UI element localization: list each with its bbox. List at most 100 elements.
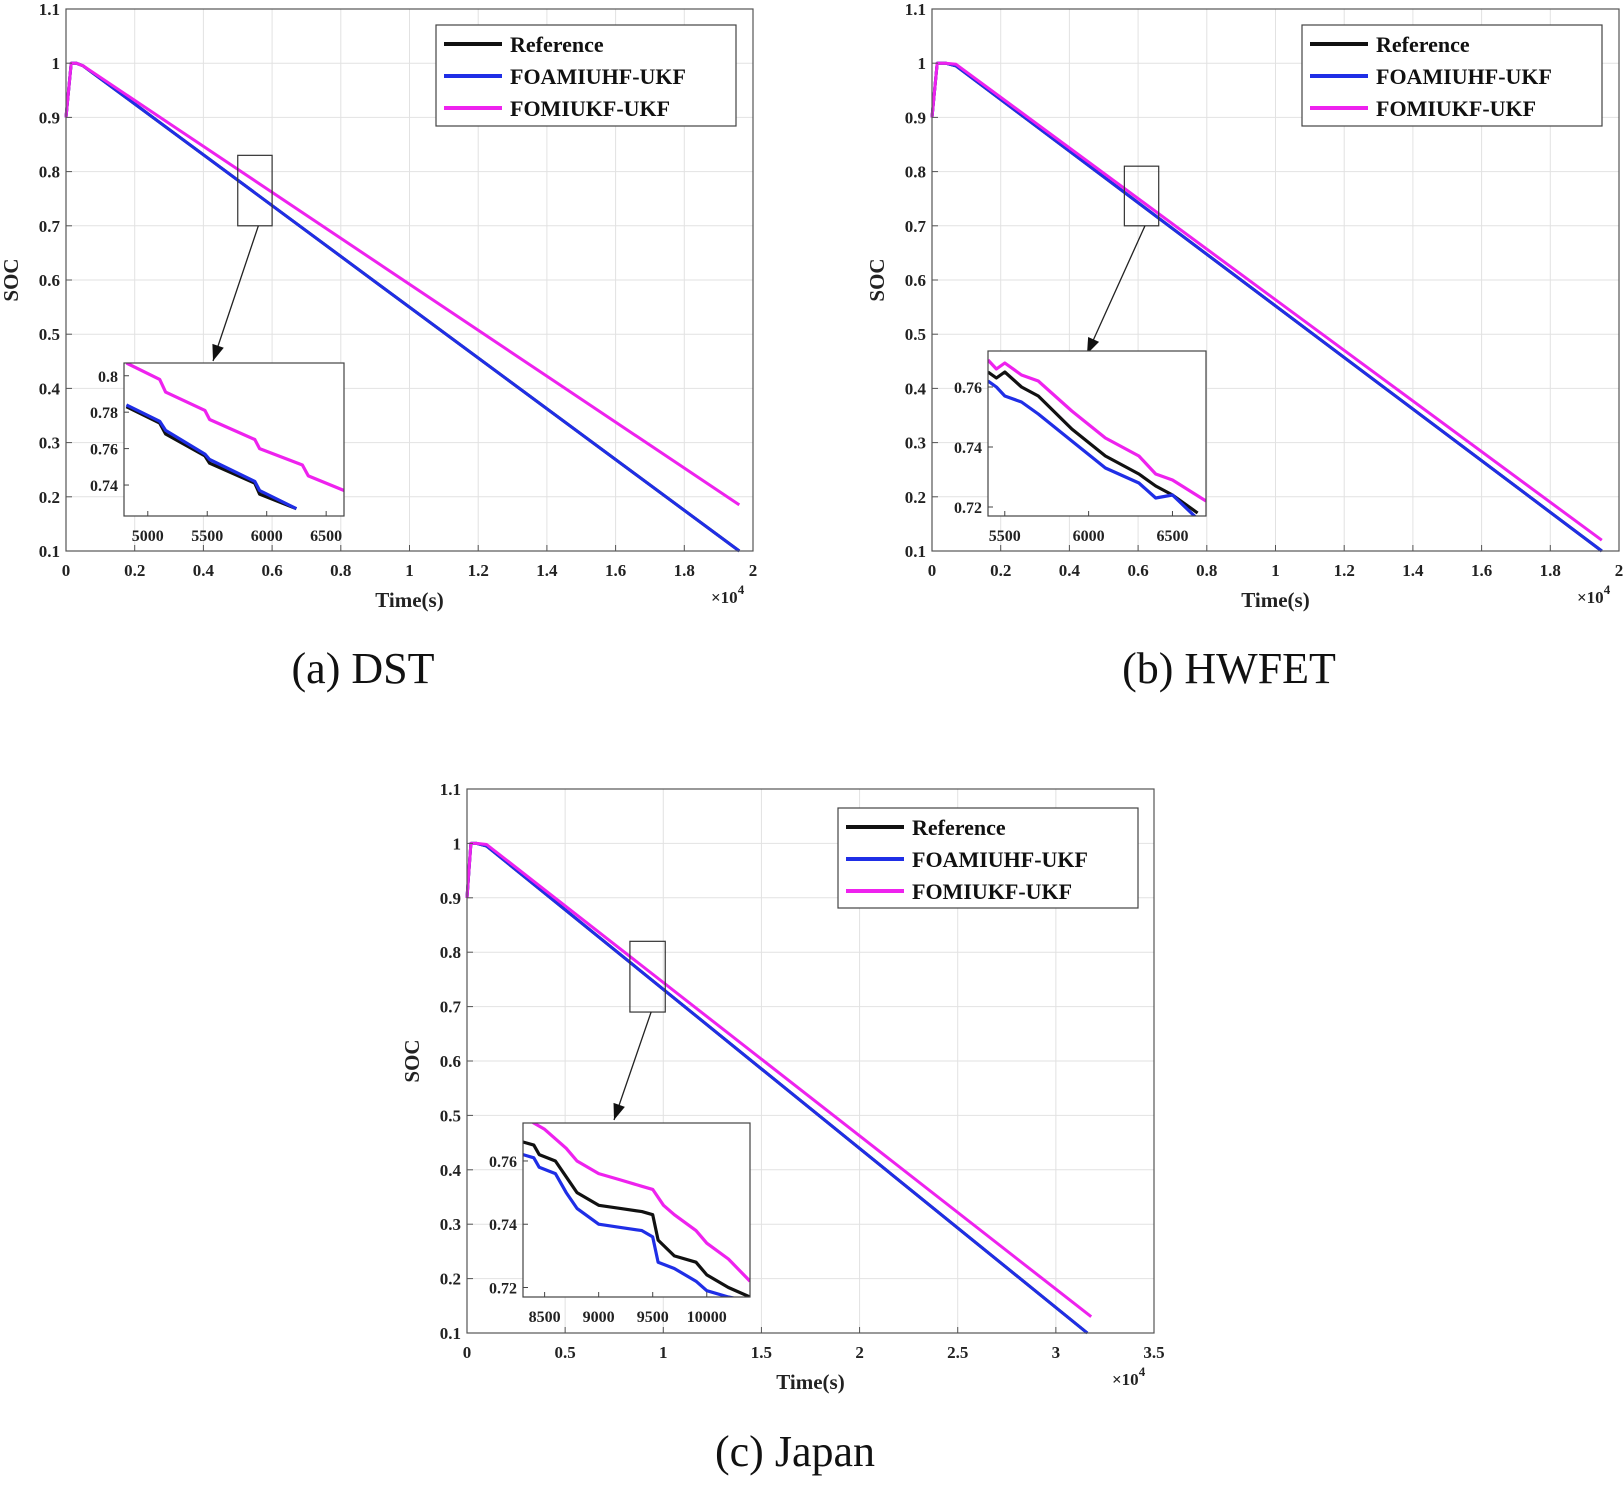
y-tick-label: 0.1 <box>905 542 926 561</box>
x-tick-label: 1 <box>659 1343 668 1362</box>
chart-hwfet: 0 0.2 0.4 0.6 0.8 1 1.2 1.4 1.6 1.8 2 0.1 0.2 0.3 0.4 0… <box>865 0 1623 693</box>
inset-series-line-foamiuhf_ukf <box>125 403 298 511</box>
inset: 5000 5500 6000 6500 0.74 0.76 0.78 0.8 <box>90 362 345 545</box>
inset-series-line-fomiukf_ukf <box>125 363 344 492</box>
inset-y-tick-label: 0.76 <box>489 1154 517 1171</box>
x-multiplier-exponent: 4 <box>1604 582 1611 597</box>
y-tick-label: 0.3 <box>905 434 926 453</box>
inset-y-tick-label: 0.72 <box>954 500 982 517</box>
inset-x-tick-label: 10000 <box>687 1309 727 1326</box>
legend-label: FOMIUKF-UKF <box>912 879 1072 904</box>
y-tick-label: 0.2 <box>440 1270 461 1289</box>
inset-y-tick-label: 0.74 <box>954 440 982 457</box>
x-tick-label: 1.8 <box>674 561 695 580</box>
x-tick-label: 0.6 <box>1127 561 1148 580</box>
x-tick-label: 1.8 <box>1540 561 1561 580</box>
y-tick-label: 1 <box>52 54 61 73</box>
x-tick-label: 0 <box>928 561 937 580</box>
inset-x-tick-label: 6000 <box>251 528 283 545</box>
y-tick-label: 0.5 <box>39 325 60 344</box>
inset-y-tick-label: 0.72 <box>489 1281 517 1298</box>
x-tick-label: 0.6 <box>261 561 282 580</box>
y-tick-label: 0.8 <box>905 163 926 182</box>
x-tick-label: 0 <box>463 1343 472 1362</box>
chart-dst: 0 0.2 0.4 0.6 0.8 1 1.2 1.4 1.6 1.8 2 0.1 0.2 0.3 0.4 0… <box>0 0 757 693</box>
x-tick-label: 1.2 <box>468 561 489 580</box>
y-tick-label: 1.1 <box>905 0 926 19</box>
inset-background <box>124 363 344 516</box>
inset-x-tick-label: 6000 <box>1073 528 1105 545</box>
inset-series-group <box>988 358 1206 516</box>
y-tick-label: 0.3 <box>39 434 60 453</box>
x-axis-label: Time(s) <box>776 1370 844 1394</box>
x-multiplier: ×104 <box>711 582 745 607</box>
series-line-fomiukf_ukf <box>930 61 1603 542</box>
y-tick-label: 1.1 <box>39 0 60 19</box>
inset-frame <box>123 362 345 517</box>
inset-series-group <box>125 363 344 511</box>
x-tick-label: 2.5 <box>947 1343 968 1362</box>
x-tick-label: 1.6 <box>1471 561 1492 580</box>
zoom-arrow <box>613 1011 652 1121</box>
x-tick-label: 0.4 <box>193 561 215 580</box>
y-tick-label: 0.1 <box>39 542 60 561</box>
inset-y-tick-label: 0.74 <box>489 1217 517 1234</box>
y-tick-label: 0.9 <box>905 108 926 127</box>
x-tick-label: 1.4 <box>536 561 558 580</box>
x-tick-label: 1.4 <box>1402 561 1424 580</box>
x-tick-label: 1 <box>1271 561 1280 580</box>
y-axis-label: SOC <box>400 1039 424 1082</box>
inset-frame <box>522 1122 751 1298</box>
x-multiplier-base: ×10 <box>711 588 738 607</box>
legend: Reference FOAMIUHF-UKF FOMIUKF-UKF <box>435 24 737 127</box>
x-axis-label: Time(s) <box>1241 588 1309 612</box>
x-tick-label: 1.5 <box>751 1343 772 1362</box>
y-tick-label: 0.7 <box>905 217 927 236</box>
x-tick-label: 0.2 <box>124 561 145 580</box>
legend: Reference FOAMIUHF-UKF FOMIUKF-UKF <box>837 807 1139 909</box>
inset-x-tick-label: 6500 <box>1156 528 1188 545</box>
inset-y-tick-label: 0.74 <box>90 478 118 495</box>
x-tick-label: 1.2 <box>1334 561 1355 580</box>
y-tick-label: 0.2 <box>905 488 926 507</box>
y-tick-label: 0.6 <box>440 1052 461 1071</box>
inset-x-tick-label: 9000 <box>583 1309 615 1326</box>
legend-label: Reference <box>510 32 604 57</box>
y-tick-label: 0.8 <box>39 163 60 182</box>
zoom-arrow-head <box>613 1102 625 1120</box>
inset-series-line-foamiuhf_ukf <box>523 1153 737 1297</box>
inset-series-line-reference <box>988 370 1199 515</box>
y-tick-label: 1 <box>453 834 462 853</box>
inset-x-tick-label: 8500 <box>529 1309 561 1326</box>
legend-label: FOMIUKF-UKF <box>1376 96 1536 121</box>
series-line-fomiukf_ukf <box>465 841 1093 1318</box>
inset-x-tick-label: 5500 <box>191 528 223 545</box>
chart-japan: 0 0.5 1 1.5 2 2.5 3 3.5 0.1 0.2 0.3 0.4 0.5 0.6 0.7 0.8… <box>400 780 1165 1476</box>
y-tick-label: 0.7 <box>440 998 462 1017</box>
y-tick-label: 0.2 <box>39 488 60 507</box>
y-tick-label: 0.1 <box>440 1324 461 1343</box>
inset-series-group <box>523 1123 750 1297</box>
y-tick-label: 1 <box>918 54 927 73</box>
x-tick-label: 0.8 <box>1196 561 1217 580</box>
x-multiplier-base: ×10 <box>1577 588 1604 607</box>
y-tick-label: 0.9 <box>440 889 461 908</box>
x-tick-label: 1 <box>405 561 414 580</box>
zoom-arrow <box>212 225 259 362</box>
x-tick-label: 3.5 <box>1143 1343 1164 1362</box>
zoom-region-box <box>237 154 273 227</box>
y-tick-label: 0.4 <box>905 379 927 398</box>
legend-label: FOAMIUHF-UKF <box>510 64 686 89</box>
inset-y-tick-label: 0.78 <box>90 405 118 422</box>
inset-x-tick-label: 5500 <box>989 528 1021 545</box>
inset-x-tick-label: 5000 <box>132 528 164 545</box>
y-tick-label: 0.7 <box>39 217 61 236</box>
inset-frame <box>987 350 1207 517</box>
x-tick-label: 0.8 <box>330 561 351 580</box>
x-tick-label: 0.2 <box>990 561 1011 580</box>
x-tick-label: 0 <box>62 561 71 580</box>
y-tick-label: 0.8 <box>440 943 461 962</box>
y-tick-label: 0.5 <box>440 1106 461 1125</box>
figure-caption: (a) DST <box>292 644 435 693</box>
y-tick-label: 0.4 <box>440 1161 462 1180</box>
